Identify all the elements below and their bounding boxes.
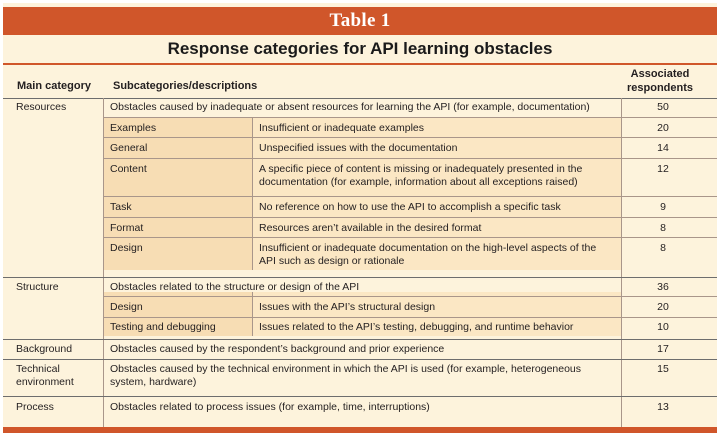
row-sub: Format [110,222,144,234]
row-count: 17 [657,343,669,355]
title-rule [3,63,717,65]
row-desc: Resources aren’t available in the desire… [259,222,482,234]
row-count: 9 [660,201,666,213]
row-count: 36 [657,281,669,293]
row-desc: Issues related to the API’s testing, deb… [259,321,574,333]
row-sub: Examples [110,122,157,134]
row-count: 20 [657,122,669,134]
row-sub: Obstacles caused by the respondent’s bac… [110,343,445,355]
row-count: 8 [660,222,666,234]
group-divider [3,339,717,340]
row-divider [103,317,717,318]
header-rule [3,98,717,99]
row-count: 20 [657,301,669,313]
col-divider-2b [252,292,253,336]
row-sub-resources: Obstacles caused by inadequate or absent… [110,101,590,113]
row-desc: No reference on how to use the API to ac… [259,201,561,213]
row-divider [103,158,717,159]
row-divider [103,117,717,118]
row-divider [103,196,717,197]
row-count: 10 [657,321,669,333]
header-associated-respondents: Associated respondents [621,67,699,95]
row-divider [103,217,717,218]
header-assoc-line2: respondents [626,82,693,94]
row-sub: Design [110,242,143,254]
row-desc: Insufficient or inadequate examples [259,122,424,134]
row-divider [103,137,717,138]
table-label: Table 1 [329,10,391,31]
bottom-rule [3,427,717,433]
row-count: 13 [657,401,669,413]
row-divider [103,237,717,238]
row-main-process: Process [16,401,54,413]
row-count: 15 [657,363,669,375]
table-label-bar: Table 1 [3,7,717,35]
table-title: Response categories for API learning obs… [167,39,553,58]
col-divider-1 [103,98,104,427]
row-sub: Testing and debugging [110,321,216,333]
row-sub: Design [110,301,143,313]
row-sub: Content [110,163,147,175]
row-main-background: Background [16,343,73,355]
group-divider [3,277,717,278]
row-main-structure: Structure [16,281,59,293]
row-main-technical-environment: Technical environment [16,363,74,388]
row-count: 8 [660,242,666,254]
structure-desc-band [252,292,621,336]
row-desc: Unspecified issues with the documentatio… [259,142,458,154]
col-divider-2a [252,117,253,270]
header-subcategories: Subcategories/descriptions [113,80,258,92]
col-divider-3 [621,98,622,427]
row-desc: Insufficient or inadequate documentation… [259,242,597,267]
header-main-category: Main category [17,80,91,92]
row-desc: A specific piece of content is missing o… [259,163,583,188]
row-count: 50 [657,101,669,113]
row-count: 12 [657,163,669,175]
group-divider [3,359,717,360]
row-sub: Obstacles related to the structure or de… [110,281,360,293]
table-frame: Table 1 Response categories for API lear… [3,3,717,433]
row-sub: Obstacles caused by the technical enviro… [110,363,582,388]
group-divider [3,396,717,397]
row-count: 14 [657,142,669,154]
row-main-resources: Resources [16,101,67,113]
row-sub: Task [110,201,132,213]
row-divider [103,296,717,297]
row-sub: General [110,142,148,154]
row-desc: Issues with the API’s structural design [259,301,436,313]
row-sub: Obstacles related to process issues (for… [110,401,430,413]
header-assoc-line1: Associated [630,68,690,80]
resources-desc-band [252,117,621,270]
